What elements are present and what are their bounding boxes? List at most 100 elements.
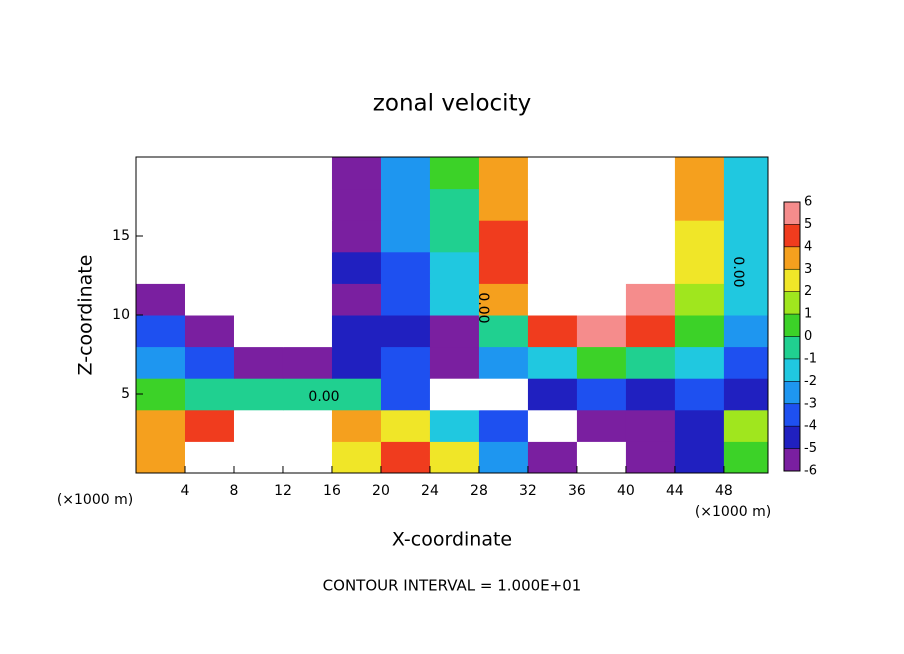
colorbar-tick-label: -4 — [804, 419, 817, 434]
field-cell — [723, 283, 769, 316]
field-cell — [380, 409, 431, 442]
y-tick-label: 5 — [121, 386, 130, 402]
field-cell — [625, 346, 676, 379]
field-cell — [136, 409, 186, 442]
field-cell — [625, 188, 676, 221]
field-cell — [674, 378, 725, 411]
field-cell — [331, 315, 382, 348]
field-cell — [576, 157, 627, 190]
field-cell — [380, 315, 431, 348]
field-cell — [625, 378, 676, 411]
field-cell — [674, 283, 725, 316]
field-cell — [331, 409, 382, 442]
colorbar-segment — [784, 202, 800, 225]
field-cell — [576, 441, 627, 474]
field-cell — [331, 220, 382, 253]
field-cell — [380, 346, 431, 379]
field-cell — [282, 283, 333, 316]
field-cell — [674, 251, 725, 284]
field-cell — [282, 315, 333, 348]
y-axis-label: Z-coordinate — [75, 255, 97, 376]
field-cell — [282, 378, 333, 411]
field-cell — [380, 188, 431, 221]
field-cell — [331, 188, 382, 221]
x-tick-label: 24 — [421, 483, 439, 499]
colorbar-tick-label: 1 — [804, 307, 812, 322]
field-cell — [527, 315, 578, 348]
field-cell — [429, 220, 480, 253]
field-cell — [380, 251, 431, 284]
colorbar-segment — [784, 224, 800, 247]
field-cell — [478, 346, 529, 379]
contour-label: 0.00 — [308, 389, 339, 405]
field-cell — [625, 220, 676, 253]
field-cell — [136, 283, 186, 316]
field-cell — [723, 251, 769, 284]
field-cell — [233, 251, 284, 284]
field-cell — [576, 283, 627, 316]
field-cell — [723, 378, 769, 411]
field-cell — [723, 409, 769, 442]
field-cell — [429, 441, 480, 474]
colorbar-tick-label: -5 — [804, 441, 817, 456]
field-cell — [184, 346, 235, 379]
field-cell — [674, 220, 725, 253]
field-cell — [282, 251, 333, 284]
field-cell — [184, 441, 235, 474]
field-cell — [282, 188, 333, 221]
field-cell — [527, 409, 578, 442]
field-cell — [478, 283, 529, 316]
x-tick-label: 40 — [617, 483, 635, 499]
field-cell — [233, 409, 284, 442]
field-cell — [331, 157, 382, 190]
contour-label: 0.00 — [730, 256, 746, 287]
field-cell — [527, 157, 578, 190]
field-cell — [136, 220, 186, 253]
x-tick-label: 20 — [372, 483, 390, 499]
colorbar-segment — [784, 381, 800, 404]
field-cell — [478, 220, 529, 253]
field-cell — [282, 409, 333, 442]
colorbar-tick-label: -6 — [804, 464, 817, 479]
x-tick-label: 48 — [715, 483, 733, 499]
field-cell — [576, 220, 627, 253]
field-cell — [380, 157, 431, 190]
field-cell — [233, 157, 284, 190]
x-tick-label: 12 — [274, 483, 292, 499]
field-cell — [429, 315, 480, 348]
field-cell — [282, 441, 333, 474]
field-cell — [625, 441, 676, 474]
field-cell — [380, 220, 431, 253]
field-cell — [625, 251, 676, 284]
colorbar-segment — [784, 358, 800, 382]
colorbar-segment — [784, 314, 800, 337]
field-cell — [674, 315, 725, 348]
field-cell — [331, 441, 382, 474]
colorbar-tick-label: 3 — [804, 262, 812, 277]
field-cell — [576, 378, 627, 411]
field-cell — [429, 283, 480, 316]
colorbar-tick-label: 4 — [804, 239, 812, 254]
field-cell — [478, 251, 529, 284]
field-cell — [723, 188, 769, 221]
field-cell — [184, 157, 235, 190]
colorbar-segment — [784, 426, 800, 449]
field-cell — [674, 157, 725, 190]
field-cell — [136, 188, 186, 221]
field-cell — [380, 378, 431, 411]
field-cell — [527, 220, 578, 253]
colorbar-segment — [784, 246, 800, 270]
field-cell — [723, 220, 769, 253]
colorbar-segment — [784, 269, 800, 292]
field-cell — [184, 409, 235, 442]
x-tick-label: 28 — [470, 483, 488, 499]
field-cell — [723, 346, 769, 379]
field-cell — [429, 251, 480, 284]
field-cell — [625, 283, 676, 316]
field-cell — [429, 157, 480, 190]
field-cell — [136, 346, 186, 379]
field-cell — [576, 315, 627, 348]
x-tick-label: 16 — [323, 483, 341, 499]
field-cell — [723, 441, 769, 474]
